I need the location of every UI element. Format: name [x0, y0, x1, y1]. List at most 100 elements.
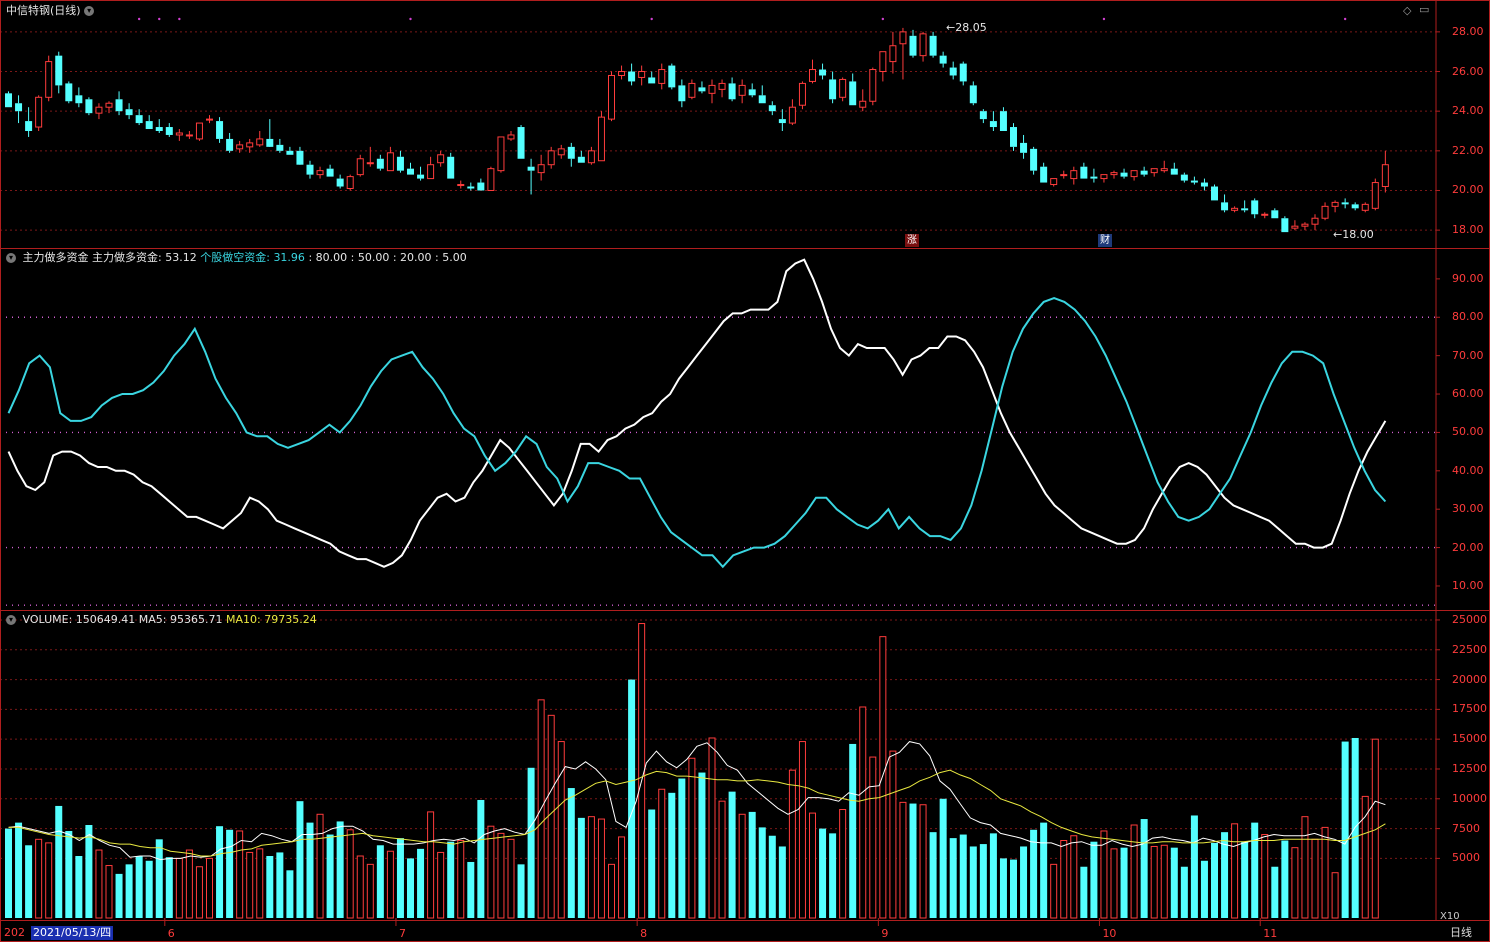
candlestick: [185, 131, 193, 139]
month-label: 11: [1263, 927, 1278, 940]
candle-body: [748, 89, 756, 96]
long-funds-label: 主力做多资金:: [92, 251, 162, 264]
candlestick: [1180, 172, 1188, 183]
volume-bar: [35, 838, 43, 919]
candle-body: [618, 71, 626, 76]
candle-body: [1261, 213, 1269, 216]
volume-bar: [1100, 830, 1108, 919]
candlestick: [386, 146, 394, 172]
candle-body: [1251, 200, 1259, 215]
candlestick: [1211, 184, 1218, 201]
candlestick: [819, 63, 827, 80]
volume-bar: [1160, 844, 1168, 919]
volume-tick-label: 25000: [1452, 612, 1487, 626]
candlestick: [1040, 162, 1048, 183]
candle-body: [919, 33, 927, 57]
candle-body: [557, 148, 565, 156]
indicator-name[interactable]: 主力做多资金: [22, 251, 89, 264]
candle-body: [547, 150, 555, 166]
volume-bar: [346, 829, 354, 919]
candlestick: [1200, 178, 1208, 191]
volume-bar: [1200, 860, 1208, 918]
indicator-tick-label: 70.00: [1452, 348, 1484, 362]
candlestick: [1331, 200, 1339, 213]
signal-dot: [137, 17, 141, 21]
volume-bar: [618, 836, 626, 919]
volume-dropdown-icon[interactable]: ▾: [6, 615, 16, 625]
volume-bar: [1080, 866, 1088, 918]
candle-body: [959, 63, 967, 82]
candlestick: [738, 79, 746, 104]
diamond-icon[interactable]: ◇: [1403, 4, 1412, 17]
window-icon[interactable]: ▭: [1419, 3, 1430, 16]
event-marker-finance[interactable]: 财: [1098, 234, 1112, 247]
candle-body: [1080, 166, 1088, 179]
candlestick: [889, 31, 897, 74]
candlestick: [1371, 178, 1379, 211]
candlestick: [75, 87, 83, 108]
candle-body: [15, 103, 23, 112]
title-dropdown-icon[interactable]: ▾: [84, 6, 95, 16]
period-label[interactable]: 日线: [1450, 926, 1472, 939]
candle-body: [477, 182, 485, 191]
candlestick: [25, 107, 33, 137]
candle-body: [698, 87, 706, 92]
volume-bar: [1020, 846, 1028, 918]
volume-label[interactable]: VOLUME:: [22, 613, 73, 626]
indicator-tick-label: 40.00: [1452, 463, 1484, 477]
candle-body: [1371, 182, 1379, 209]
month-label: 9: [881, 927, 889, 940]
candlestick: [145, 115, 153, 130]
candlestick: [557, 144, 565, 159]
volume-bar: [497, 832, 505, 919]
candlestick: [899, 27, 907, 80]
volume-bar: [1361, 795, 1369, 919]
indicator-header: ▾ 主力做多资金 主力做多资金: 53.12 个股做空资金: 31.96 : 8…: [6, 251, 467, 265]
candlestick: [1150, 168, 1158, 177]
indicator-dropdown-icon[interactable]: ▾: [6, 253, 16, 263]
volume-bar: [185, 849, 193, 919]
candlestick: [638, 65, 646, 86]
volume-bar: [145, 860, 153, 918]
short-funds-label: 个股做空资金:: [200, 251, 270, 264]
candlestick: [286, 146, 294, 155]
indicator-tick-label: 60.00: [1452, 387, 1484, 401]
candlestick: [577, 150, 585, 163]
volume-bar: [487, 825, 495, 919]
candlestick: [467, 182, 475, 191]
candle-body: [1221, 202, 1229, 211]
candlestick: [1311, 214, 1319, 231]
candle-body: [487, 168, 495, 191]
event-marker-rise[interactable]: 涨: [905, 234, 919, 247]
candle-body: [849, 81, 857, 106]
volume-bar: [869, 756, 877, 919]
candle-body: [587, 150, 595, 164]
candlestick: [1241, 200, 1249, 213]
candlestick: [1100, 174, 1108, 183]
selected-date[interactable]: 2021/05/13/四: [31, 926, 114, 940]
candle-body: [407, 168, 414, 175]
candle-body: [296, 150, 304, 165]
candlestick: [356, 154, 364, 177]
candle-body: [1190, 180, 1198, 183]
candle-body: [286, 150, 294, 155]
candle-body: [417, 174, 425, 179]
price-tick-label: 18.00: [1452, 223, 1484, 237]
volume-bar: [206, 857, 213, 919]
candle-body: [326, 168, 334, 177]
volume-bar: [326, 834, 334, 918]
candle-body: [95, 106, 103, 114]
candlestick: [457, 180, 465, 189]
candlestick: [869, 67, 877, 106]
candlestick: [718, 79, 726, 98]
candle-body: [1050, 178, 1058, 186]
month-label: 10: [1102, 927, 1117, 940]
candle-body: [135, 115, 143, 124]
candle-body: [75, 95, 83, 104]
signal-dot: [178, 17, 181, 21]
month-label: 7: [398, 927, 406, 940]
candle-body: [1110, 172, 1118, 176]
candle-body: [527, 166, 535, 171]
